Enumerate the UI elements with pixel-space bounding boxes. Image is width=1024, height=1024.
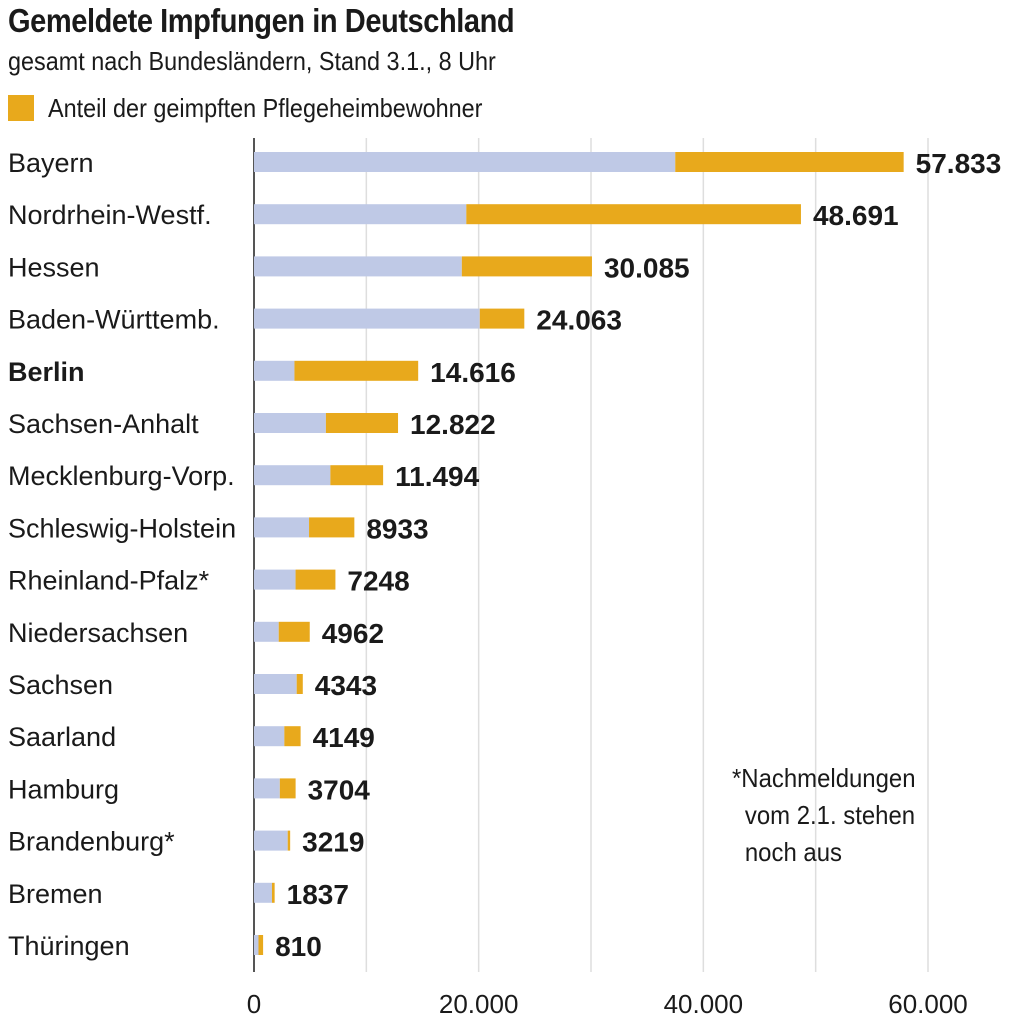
value-label: 1837 bbox=[287, 879, 349, 910]
chart-title: Gemeldete Impfungen in Deutschland bbox=[8, 2, 515, 39]
legend-swatch bbox=[8, 95, 34, 121]
value-label: 14.616 bbox=[430, 357, 516, 388]
category-label: Bremen bbox=[8, 879, 103, 909]
x-tick-label: 20.000 bbox=[439, 989, 519, 1019]
bar-total bbox=[254, 465, 331, 486]
category-label: Hamburg bbox=[8, 774, 119, 804]
chart-subtitle: gesamt nach Bundesländern, Stand 3.1., 8… bbox=[8, 46, 496, 76]
category-label: Sachsen bbox=[8, 670, 113, 700]
bar-nursing-home bbox=[325, 413, 399, 433]
bar-nursing-home bbox=[461, 256, 592, 277]
value-label: 3704 bbox=[308, 774, 371, 805]
bar-total bbox=[254, 413, 326, 433]
value-label: 57.833 bbox=[916, 148, 1002, 179]
value-label: 11.494 bbox=[395, 461, 480, 492]
bar-total bbox=[254, 726, 285, 747]
value-label: 4149 bbox=[313, 722, 375, 753]
bar-nursing-home bbox=[309, 517, 355, 538]
bar-total bbox=[254, 621, 279, 642]
footnote-line-1: *Nachmeldungen bbox=[732, 763, 916, 793]
bar-total bbox=[254, 517, 310, 538]
category-label: Thüringen bbox=[8, 931, 130, 961]
value-label: 8933 bbox=[366, 513, 428, 544]
value-label: 4962 bbox=[322, 618, 384, 649]
x-tick-label: 40.000 bbox=[664, 989, 744, 1019]
value-label: 24.063 bbox=[536, 305, 622, 336]
category-label: Mecklenburg-Vorp. bbox=[8, 461, 235, 491]
category-label: Schleswig-Holstein bbox=[8, 513, 236, 543]
category-label: Saarland bbox=[8, 722, 116, 752]
footnote: *Nachmeldungen vom 2.1. stehen noch aus bbox=[732, 760, 916, 871]
category-label: Rheinland-Pfalz* bbox=[8, 566, 210, 596]
bar-nursing-home bbox=[271, 882, 275, 903]
x-tick-label: 0 bbox=[247, 989, 261, 1019]
bar-nursing-home bbox=[279, 778, 296, 799]
bar-total bbox=[254, 569, 296, 590]
value-label: 30.085 bbox=[604, 252, 690, 283]
bar-total bbox=[254, 256, 462, 277]
value-label: 48.691 bbox=[813, 200, 899, 231]
bar-total bbox=[254, 152, 676, 172]
category-label: Berlin bbox=[8, 357, 85, 387]
x-tick-label: 60.000 bbox=[888, 989, 968, 1019]
bar-nursing-home bbox=[287, 830, 291, 851]
category-label: Nordrhein-Westf. bbox=[8, 200, 212, 230]
bar-nursing-home bbox=[294, 360, 419, 381]
category-label: Bayern bbox=[8, 148, 94, 178]
bar-total bbox=[254, 778, 280, 799]
value-label: 7248 bbox=[347, 566, 409, 597]
bar-nursing-home bbox=[284, 726, 301, 747]
bar-total bbox=[254, 674, 297, 694]
value-label: 4343 bbox=[315, 670, 377, 701]
category-label: Sachsen-Anhalt bbox=[8, 409, 199, 439]
bar-total bbox=[254, 360, 295, 381]
legend-label: Anteil der geimpften Pflegeheimbewohner bbox=[48, 92, 483, 123]
footnote-line-2: vom 2.1. stehen bbox=[744, 800, 916, 830]
bar-total bbox=[254, 830, 288, 851]
category-label: Baden-Württemb. bbox=[8, 305, 220, 335]
category-label: Brandenburg* bbox=[8, 827, 175, 857]
bar-nursing-home bbox=[466, 204, 801, 225]
bar-nursing-home bbox=[675, 152, 904, 172]
category-label: Hessen bbox=[8, 252, 100, 282]
bar-total bbox=[254, 882, 272, 903]
bar-nursing-home bbox=[330, 465, 384, 486]
category-label: Niedersachsen bbox=[8, 618, 188, 648]
value-label: 12.822 bbox=[410, 409, 496, 440]
bar-nursing-home bbox=[479, 308, 525, 329]
footnote-line-3: noch aus bbox=[744, 837, 842, 867]
bar-total bbox=[254, 204, 467, 225]
legend: Anteil der geimpften Pflegeheimbewohner bbox=[8, 92, 531, 124]
bar-nursing-home bbox=[295, 569, 336, 590]
bar-total bbox=[254, 308, 480, 329]
value-label: 810 bbox=[275, 931, 322, 962]
bar-nursing-home bbox=[296, 674, 303, 694]
bar-total bbox=[254, 935, 259, 955]
value-label: 3219 bbox=[302, 827, 364, 858]
bar-nursing-home bbox=[278, 621, 310, 642]
bar-nursing-home bbox=[258, 935, 264, 955]
